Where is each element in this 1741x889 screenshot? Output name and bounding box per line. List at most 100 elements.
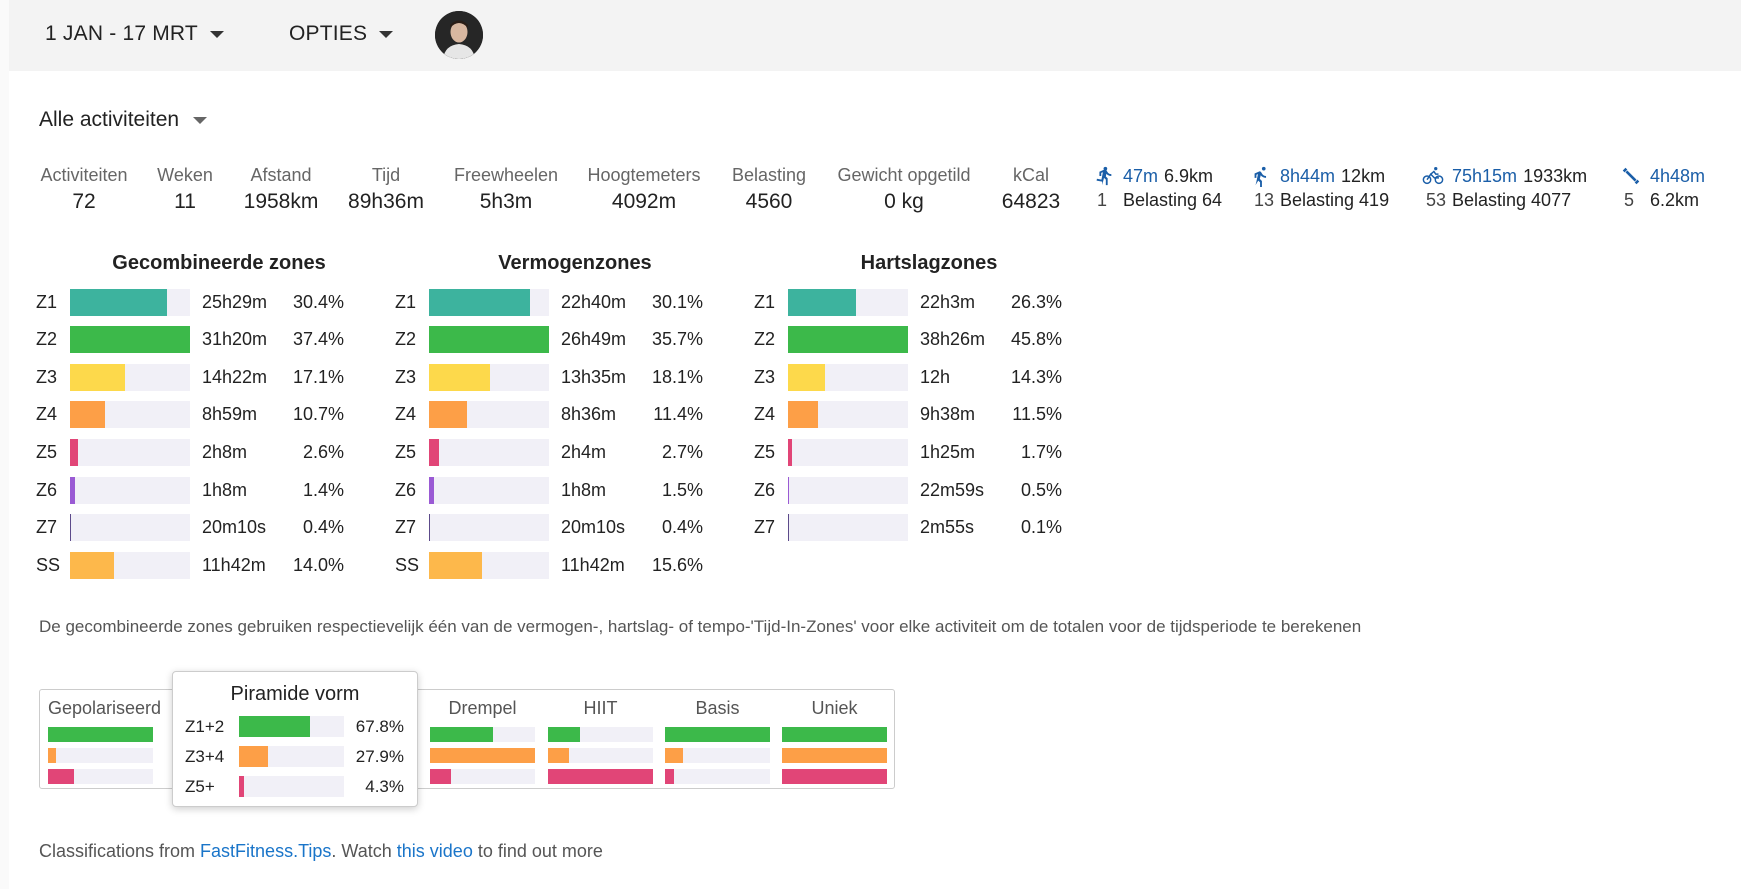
zone-label: Z2 (36, 329, 58, 350)
sport-row-count: 5 6.2km (1620, 188, 1711, 212)
sport-summary[interactable]: 47m 6.9km 1 Belasting 64 (1093, 164, 1222, 212)
zone-bar (70, 288, 190, 316)
zone-percent: 35.7% (651, 329, 703, 350)
zone-percent: 1.5% (661, 479, 703, 500)
zone-label: Z1 (754, 291, 776, 312)
options-dropdown[interactable]: OPTIES (289, 22, 394, 46)
zone-bar-fill (429, 551, 482, 579)
zone-percent: 11.5% (1012, 404, 1062, 425)
popup-title: Piramide vorm (230, 683, 360, 705)
zone-row-z1: Z1 22h3m 26.3% (754, 288, 1062, 316)
classification-bar (48, 727, 153, 742)
stat-label: Hoogtemeters (587, 165, 701, 185)
popup-row-label: Z1+2 (185, 716, 225, 736)
zone-bar (788, 514, 908, 542)
sport-row-time: 4h48m (1620, 164, 1711, 188)
zone-bar (788, 438, 908, 466)
classification-basis[interactable]: Basis (665, 698, 770, 790)
classification-bar (782, 727, 887, 742)
stat-freewheelen: Freewheelen 5h3m (454, 165, 558, 214)
zone-time: 9h38m (920, 404, 976, 425)
zone-time: 31h20m (202, 329, 268, 350)
popup-row-percent: 27.9% (355, 746, 404, 766)
zone-time: 2h4m (561, 441, 607, 462)
sport-distance: 1933km (1523, 165, 1588, 186)
zone-label: Z2 (754, 329, 776, 350)
popup-bar (239, 746, 344, 767)
zone-label: Z3 (36, 366, 58, 387)
zone-bar-fill (70, 326, 190, 354)
popup-bar-fill (239, 716, 311, 737)
zone-bar (429, 476, 549, 504)
video-link[interactable]: this video (396, 841, 473, 861)
zone-percent: 17.1% (292, 366, 344, 387)
stat-label: Tijd (371, 165, 401, 185)
activity-filter-label: Alle activiteiten (39, 108, 180, 131)
zone-time: 14h22m (202, 366, 268, 387)
sport-summary[interactable]: 4h48m 5 6.2km (1620, 164, 1711, 212)
zone-percent: 30.1% (651, 291, 703, 312)
zone-time: 2m55s (920, 517, 975, 538)
classification-uniek[interactable]: Uniek (782, 698, 887, 790)
run-icon (1250, 165, 1272, 187)
zone-bar-fill (429, 514, 431, 542)
avatar[interactable] (435, 11, 483, 59)
zone-bar-fill (70, 363, 126, 391)
zone-row-ss: SS 11h42m 14.0% (36, 551, 344, 579)
zone-bar-fill (788, 288, 857, 316)
zone-label: Z4 (36, 404, 58, 425)
sport-time: 4h48m (1650, 165, 1706, 186)
zone-time: 22h40m (561, 291, 627, 312)
zone-bar (429, 438, 549, 466)
activity-filter-dropdown[interactable]: Alle activiteiten (39, 108, 208, 132)
stat-kcal: kCal 64823 (1002, 165, 1060, 214)
zone-percent: 15.6% (651, 554, 703, 575)
stat-value: 4092m (611, 190, 677, 213)
zone-bar-fill (70, 401, 105, 429)
zone-row-z1: Z1 22h40m 30.1% (395, 288, 703, 316)
classification-hiit[interactable]: HIIT (548, 698, 653, 790)
classification-drempel[interactable]: Drempel (430, 698, 535, 790)
zone-percent: 26.3% (1010, 291, 1062, 312)
zone-row-z5: Z5 2h4m 2.7% (395, 438, 703, 466)
classification-bar-fill (48, 748, 57, 763)
sport-row-count: 53 Belasting 4077 (1422, 188, 1587, 212)
footer-text: Classifications from FastFitness.Tips. W… (39, 841, 603, 862)
zone-bar (70, 326, 190, 354)
zone-percent: 1.7% (1020, 441, 1062, 462)
stat-value: 0 kg (884, 190, 924, 213)
zone-row-z6: Z6 1h8m 1.4% (36, 476, 344, 504)
stat-value: 5h3m (479, 190, 533, 213)
fastfitness-link[interactable]: FastFitness.Tips (200, 841, 332, 861)
sport-summary[interactable]: 75h15m 1933km 53 Belasting 4077 (1422, 164, 1587, 212)
zone-row-z2: Z2 26h49m 35.7% (395, 326, 703, 354)
sport-summary[interactable]: 8h44m 12km 13 Belasting 419 (1250, 164, 1389, 212)
zone-percent: 2.7% (661, 441, 703, 462)
classification-bar (548, 748, 653, 763)
sport-row-time: 75h15m 1933km (1422, 164, 1587, 188)
zone-table-title: Vermogenzones (498, 252, 652, 274)
combined-zones-note: De gecombineerde zones gebruiken respect… (39, 617, 1362, 636)
zone-bar-fill (788, 326, 908, 354)
zone-row-z4: Z4 8h36m 11.4% (395, 401, 703, 429)
classification-bar-fill (782, 769, 887, 784)
classification-gepolariseerd[interactable]: Gepolariseerd (48, 698, 161, 790)
date-range-dropdown[interactable]: 1 JAN - 17 MRT (45, 22, 224, 46)
sport-count: 1 (1097, 189, 1108, 210)
classification-bar-fill (782, 727, 887, 742)
classification-name: Basis (695, 698, 740, 718)
classification-bar-fill (782, 748, 887, 763)
popup-row-label: Z3+4 (185, 746, 225, 766)
zone-bar (429, 401, 549, 429)
zone-bar-fill (70, 288, 168, 316)
zone-percent: 37.4% (292, 329, 344, 350)
zone-time: 1h8m (202, 479, 248, 500)
zone-label: Z5 (36, 441, 58, 462)
zone-label: Z3 (395, 366, 417, 387)
stat-label: Afstand (250, 165, 312, 185)
zone-row-z2: Z2 38h26m 45.8% (754, 326, 1062, 354)
popup-row: Z3+4 27.9% (185, 746, 404, 767)
zone-bar (788, 363, 908, 391)
classification-bar (548, 769, 653, 784)
zone-label: Z3 (754, 366, 776, 387)
